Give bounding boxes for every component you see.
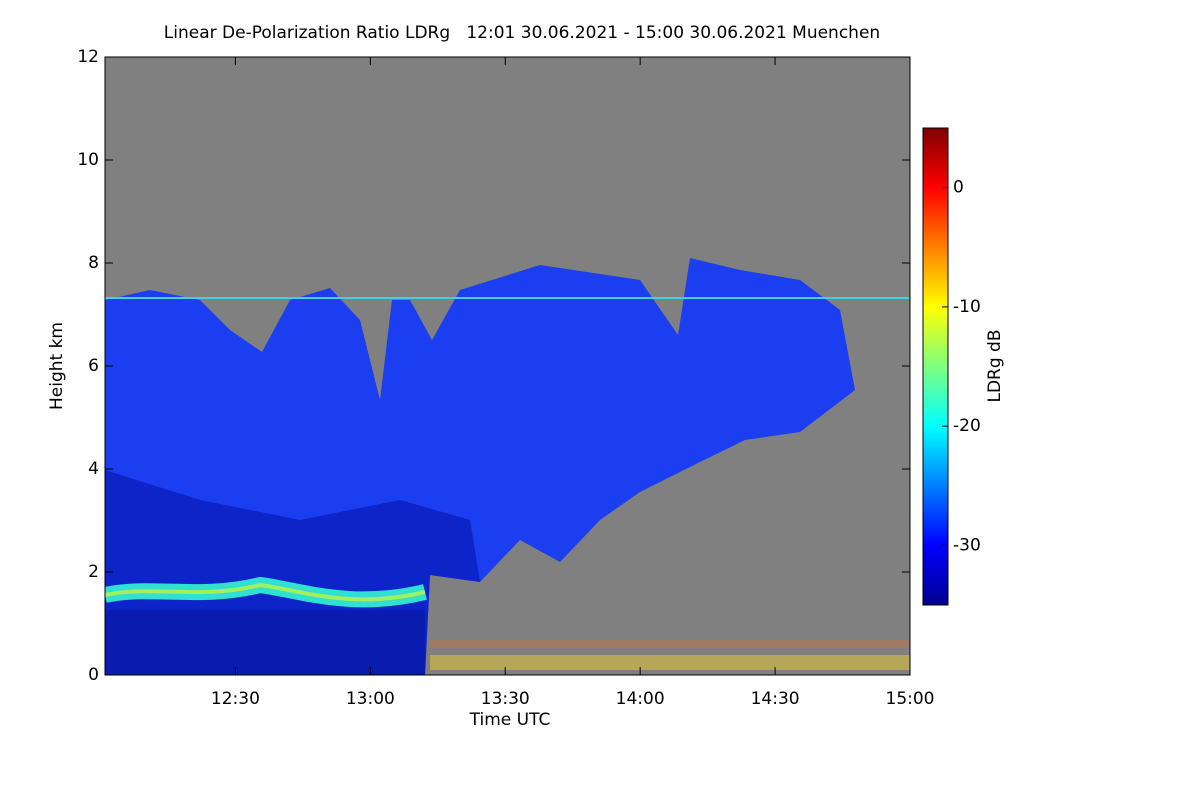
chart-title: Linear De-Polarization Ratio LDRg 12:01 … [164, 23, 880, 43]
colorbar-tick-label: -30 [953, 535, 981, 555]
x-tick-label: 13:30 [481, 689, 530, 709]
x-tick-label: 15:00 [886, 689, 935, 709]
noise-band [430, 640, 910, 648]
y-tick-label: 4 [88, 459, 99, 479]
colorbar-tick-label: -10 [953, 297, 981, 317]
aerosol-layer-core [105, 582, 426, 602]
heatmap-image [105, 258, 910, 675]
colorbar-tick-label: -20 [953, 416, 981, 436]
x-tick-label: 14:30 [751, 689, 800, 709]
colorbar-label: LDRg dB [985, 329, 1005, 402]
y-axis-label: Height km [47, 322, 67, 410]
axes: 0 2 4 6 8 10 12 12:30 13:00 13:30 14:00 14:30 15:00 -… [77, 47, 980, 709]
y-tick-label: 8 [88, 253, 99, 273]
y-tick-label: 10 [77, 150, 99, 170]
x-tick-label: 14:00 [616, 689, 665, 709]
x-tick-label: 12:30 [211, 689, 260, 709]
lower-layer [105, 610, 425, 675]
x-axis-label: Time UTC [469, 710, 551, 730]
y-tick-label: 2 [88, 562, 99, 582]
y-tick-label: 6 [88, 356, 99, 376]
colorbar-tick-label: 0 [953, 178, 964, 198]
x-tick-label: 13:00 [346, 689, 395, 709]
colorbar [922, 127, 949, 606]
y-tick-label: 0 [88, 665, 99, 685]
y-tick-label: 12 [77, 47, 99, 67]
noise-band [430, 655, 910, 670]
